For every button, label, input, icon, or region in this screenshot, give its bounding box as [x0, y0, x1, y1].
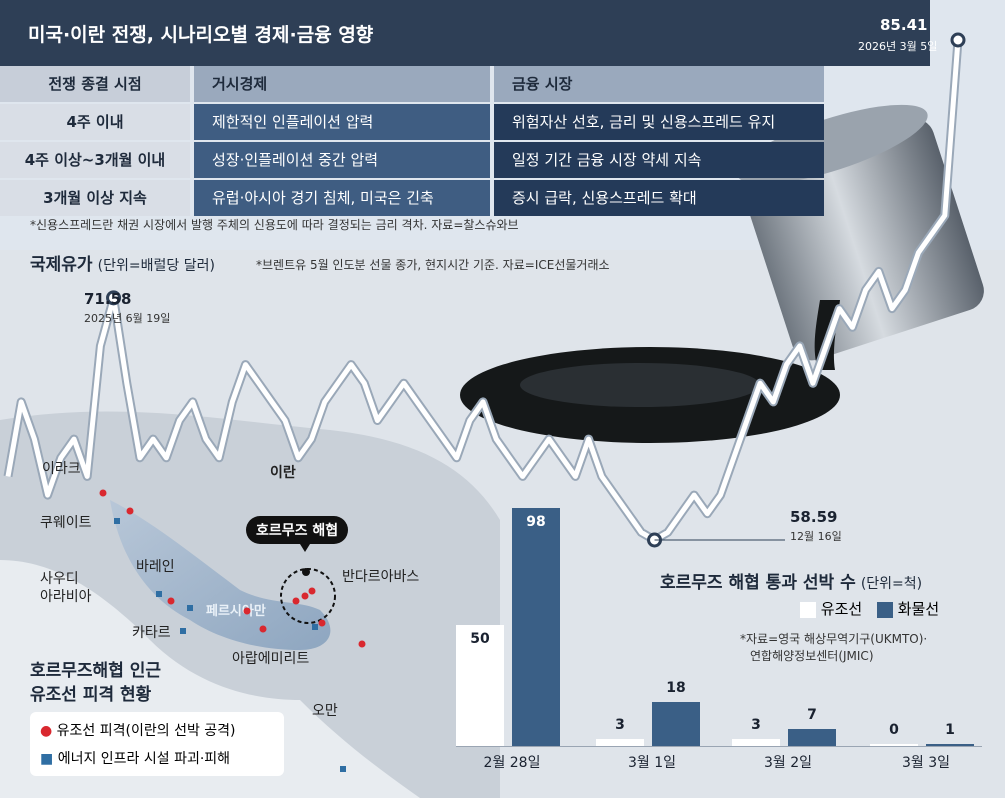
end-value-label: 85.41 — [880, 16, 928, 34]
map-label-uae: 아랍에미리트 — [232, 651, 310, 667]
scenario-table: 전쟁 종결 시점 거시경제 금융 시장 4주 이내 제한적인 인플레이션 압력 … — [0, 66, 830, 216]
map-label-gulf: 페르시아만 — [206, 604, 266, 619]
cargo-bar — [652, 702, 700, 746]
end-point-marker — [950, 32, 966, 48]
map-label-oman: 오만 — [312, 703, 338, 719]
ships-category-label: 2월 28일 — [483, 755, 541, 771]
cargo-bar — [512, 508, 560, 746]
map-label-kuwait: 쿠웨이트 — [40, 515, 92, 531]
ships-title: 호르무즈 해협 통과 선박 수 — [660, 573, 856, 593]
table-footnote: *신용스프레드란 채권 시장에서 발행 주체의 신용도에 따라 결정되는 금리 … — [30, 218, 519, 232]
tanker-bar — [596, 738, 644, 746]
tanker-bar — [870, 744, 918, 746]
header-banner — [0, 0, 930, 66]
table-header-period: 전쟁 종결 시점 — [0, 66, 190, 102]
table-cell: 제한적인 인플레이션 압력 — [194, 104, 490, 140]
legend-tanker-label: 유조선 — [820, 600, 863, 618]
table-cell: 위험자산 선호, 금리 및 신용스프레드 유지 — [494, 104, 824, 140]
high-point-marker — [106, 290, 122, 306]
cargo-swatch-icon — [876, 601, 893, 618]
map-label-saudi-1: 사우디 — [40, 571, 79, 587]
cargo-bar-value-label: 7 — [807, 707, 817, 723]
table-row: 4주 이내 제한적인 인플레이션 압력 위험자산 선호, 금리 및 신용스프레드… — [0, 104, 830, 140]
map-title-1: 호르무즈해협 인근 — [30, 661, 162, 681]
attack-dot-icon: ● — [40, 723, 53, 739]
ships-heading: 호르무즈 해협 통과 선박 수 (단위=척) — [660, 568, 922, 593]
map-label-bandar-abbas: 반다르아바스 — [342, 569, 420, 585]
cargo-bar-value-label: 98 — [526, 514, 546, 530]
map-label-saudi-2: 아라비아 — [40, 589, 92, 605]
ships-source-2: 연합해양정보센터(JMIC) — [750, 649, 874, 663]
ships-source-1: *자료=영국 해상무역기구(UKMTO)· — [740, 632, 928, 646]
map-label-iran: 이란 — [270, 465, 296, 481]
infra-squares — [114, 518, 346, 772]
tanker-bar-value-label: 3 — [751, 716, 761, 733]
table-cell: 증시 급락, 신용스프레드 확대 — [494, 180, 824, 216]
table-header-macro: 거시경제 — [194, 66, 490, 102]
oil-chart-note: *브렌트유 5월 인도분 선물 종가, 현지시간 기준. 자료=ICE선물거래소 — [256, 258, 610, 272]
map-title-2: 유조선 피격 현황 — [30, 685, 152, 705]
table-header-finance: 금융 시장 — [494, 66, 824, 102]
low-date-label: 12월 16일 — [790, 530, 842, 543]
legend-row-infra: ■ 에너지 인프라 시설 파괴·피해 — [40, 748, 230, 768]
oil-chart-title: 국제유가 — [30, 255, 93, 275]
cargo-bar-value-label: 18 — [666, 680, 686, 697]
callout-pointer — [300, 544, 310, 552]
legend-infra-label: 에너지 인프라 시설 파괴·피해 — [57, 751, 231, 767]
oil-price-line — [5, 39, 961, 543]
legend-row-attack: ● 유조선 피격(이란의 선박 공격) — [40, 720, 236, 740]
tanker-bar-value-label: 50 — [470, 630, 490, 647]
ships-axis-line — [456, 746, 982, 747]
ships-category-label: 3월 2일 — [763, 755, 813, 771]
table-cell: 유럽·아시아 경기 침체, 미국은 긴축 — [194, 180, 490, 216]
tanker-bar-value-label: 3 — [615, 716, 625, 733]
table-row: 4주 이상~3개월 이내 성장·인플레이션 중간 압력 일정 기간 금융 시장 … — [0, 142, 830, 178]
legend-attack-label: 유조선 피격(이란의 선박 공격) — [56, 723, 236, 739]
high-date-label: 2025년 6월 19일 — [84, 312, 171, 325]
tanker-bar — [732, 738, 780, 746]
high-value-label: 71.58 — [84, 290, 132, 308]
table-cell: 4주 이내 — [0, 104, 190, 140]
table-cell: 3개월 이상 지속 — [0, 180, 190, 216]
low-value-label: 58.59 — [790, 508, 838, 526]
ships-legend: 유조선 화물선 — [800, 598, 939, 619]
cargo-bar — [926, 743, 974, 746]
table-cell: 성장·인플레이션 중간 압력 — [194, 142, 490, 178]
bandar-abbas-dot — [302, 568, 310, 576]
table-row: 3개월 이상 지속 유럽·아시아 경기 침체, 미국은 긴축 증시 급락, 신용… — [0, 180, 830, 216]
oil-chart-unit: (단위=배럴당 달러) — [97, 258, 215, 274]
oil-chart-heading: 국제유가 (단위=배럴당 달러) — [30, 250, 215, 275]
ships-category-label: 3월 3일 — [901, 755, 951, 771]
map-label-bahrain: 바레인 — [136, 559, 175, 575]
tanker-bar-value-label: 0 — [889, 722, 899, 738]
table-header-row: 전쟁 종결 시점 거시경제 금융 시장 — [0, 66, 830, 102]
strait-callout: 호르무즈 해협 — [246, 516, 349, 544]
infra-square-icon: ■ — [40, 751, 54, 767]
cargo-bar — [788, 729, 836, 746]
persian-gulf — [110, 500, 331, 650]
tanker-swatch-icon — [800, 601, 816, 618]
ships-category-label: 3월 1일 — [627, 755, 677, 771]
table-cell: 일정 기간 금융 시장 약세 지속 — [494, 142, 824, 178]
tanker-bar — [456, 624, 504, 746]
map-label-qatar: 카타르 — [132, 625, 171, 641]
cargo-bar-value-label: 1 — [945, 721, 955, 738]
ships-unit: (단위=척) — [860, 576, 923, 592]
table-cell: 4주 이상~3개월 이내 — [0, 142, 190, 178]
map-label-iraq: 이라크 — [42, 461, 81, 477]
legend-cargo-label: 화물선 — [897, 600, 940, 618]
end-date-label: 2026년 3월 5일 — [858, 40, 938, 53]
page-title: 미국·이란 전쟁, 시나리오별 경제·금융 영향 — [28, 24, 374, 46]
map-legend: ● 유조선 피격(이란의 선박 공격) ■ 에너지 인프라 시설 파괴·피해 — [30, 712, 284, 776]
attack-dots — [99, 489, 366, 648]
